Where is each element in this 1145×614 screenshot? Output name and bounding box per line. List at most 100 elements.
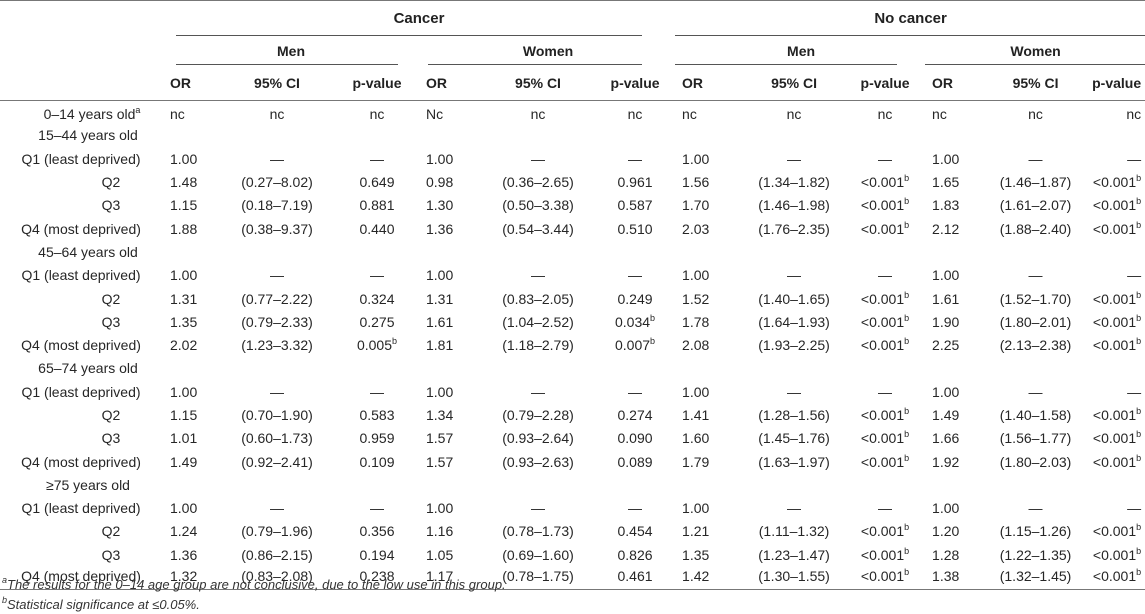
cell-pvalue: 0.826: [594, 543, 676, 566]
footnote-a: aThe results for the 0–14 age group are …: [2, 576, 506, 593]
group-underline-no-cancer: [675, 35, 1145, 36]
row-label: Q2: [0, 403, 162, 426]
cell-value: —: [531, 150, 545, 167]
cell-pvalue: 0.194: [334, 543, 420, 566]
age-group-row: 65–74 years old: [0, 357, 1145, 380]
cell-ci: —: [744, 147, 844, 170]
footnote-b: bStatistical significance at ≤0.05%.: [2, 596, 200, 613]
cell-or: 1.00: [926, 264, 984, 287]
cell-ci: [984, 240, 1087, 263]
footnote-mark: b: [1136, 429, 1142, 440]
cell-value: 1.79: [682, 453, 710, 470]
cell-value: 1.15: [170, 407, 198, 423]
sex-underline-cancer-women: [428, 64, 642, 65]
cell-ci: nc: [482, 101, 594, 124]
cell-pvalue: <0.001b: [844, 194, 926, 217]
cell-pvalue: 0.090: [594, 427, 676, 450]
cell-value: 1.15: [170, 197, 198, 214]
cell-pvalue: <0.001b: [1087, 194, 1145, 217]
cell-pvalue: <0.001b: [1087, 566, 1145, 591]
cell-pvalue: nc: [1087, 101, 1145, 124]
cell-value: nc: [627, 106, 643, 123]
cell-value: 1.21: [682, 523, 710, 540]
cell-value: —: [1127, 267, 1142, 284]
cell-value: 1.83: [932, 197, 960, 214]
cell-or: 2.12: [926, 217, 984, 240]
cell-pvalue: <0.001b: [844, 287, 926, 310]
sex-label: Men: [277, 43, 305, 59]
cell-ci: [984, 357, 1087, 380]
cell-pvalue: [594, 240, 676, 263]
cell-value: 1.70: [682, 197, 710, 214]
cell-value: nc: [170, 106, 185, 123]
row-label-text: ≥75 years old: [46, 476, 130, 493]
cell-value: (1.45–1.76): [758, 430, 830, 447]
cell-value: —: [1127, 500, 1142, 517]
sex-underline-nocancer-men: [675, 64, 897, 65]
cell-value: (0.93–2.63): [502, 453, 574, 470]
cell-value: nc: [1028, 106, 1043, 123]
sex-header-cancer-women: Women: [420, 37, 676, 66]
footnote-mark: b: [1136, 566, 1142, 577]
cell-ci: (0.27–8.02): [220, 170, 334, 193]
cell-or: [926, 357, 984, 380]
cell-pvalue: <0.001b: [844, 217, 926, 240]
cell-pvalue: <0.001b: [1087, 333, 1145, 356]
cell-value: —: [1127, 150, 1142, 167]
cell-pvalue: [594, 473, 676, 496]
cell-value: 1.00: [932, 267, 960, 284]
cell-ci: (0.79–1.96): [220, 520, 334, 543]
cell-or: 1.83: [926, 194, 984, 217]
cell-ci: (0.36–2.65): [482, 170, 594, 193]
footnote-mark: b: [1136, 312, 1142, 323]
cell-ci: —: [744, 380, 844, 403]
cell-value: (1.15–1.26): [999, 523, 1072, 540]
cell-or: nc: [676, 101, 744, 124]
cell-or: 2.02: [162, 333, 220, 356]
cell-or: 1.70: [676, 194, 744, 217]
cell-value: (1.40–1.65): [758, 290, 830, 307]
cell-value: 0.959: [359, 430, 395, 447]
row-label-text: Q2: [101, 407, 121, 423]
table-row: Q2 1.15 (0.70–1.90) 0.583 1.34 (0.79–2.28) 0.2…: [0, 403, 1145, 426]
table-row: Q3 1.35 (0.79–2.33) 0.275 1.61 (1.04–2.52) 0.0…: [0, 310, 1145, 333]
cell-or: 1.00: [676, 147, 744, 170]
table-row: Q4 (most deprived) 1.49 (0.92–2.41) 0.109 1.…: [0, 450, 1145, 473]
cell-value: 1.61: [426, 313, 454, 330]
cell-value: —: [370, 500, 384, 517]
col-or: OR: [162, 65, 220, 101]
footnote-mark: a: [135, 105, 141, 116]
cell-ci: nc: [220, 101, 334, 124]
cell-ci: [984, 124, 1087, 147]
cell-ci: (0.54–3.44): [482, 217, 594, 240]
cell-pvalue: <0.001b: [844, 520, 926, 543]
cell-value: 0.089: [617, 453, 653, 470]
cell-or: [676, 124, 744, 147]
cell-value: —: [628, 267, 643, 284]
table-row: Q2 1.48 (0.27–8.02) 0.649 0.98 (0.36–2.65) 0.9…: [0, 170, 1145, 193]
col-ci: 95% CI: [984, 65, 1088, 101]
cell-or: 2.25: [926, 333, 984, 356]
cell-or: 1.90: [926, 310, 984, 333]
cell-pvalue: <0.001b: [1087, 310, 1145, 333]
cell-value: <0.001: [1092, 337, 1137, 354]
col-pvalue: p-value: [334, 65, 420, 101]
footnote-mark: b: [904, 289, 910, 300]
header-blank: [0, 0, 162, 37]
cell-pvalue: 0.461: [594, 566, 677, 591]
cell-pvalue: nc: [334, 101, 420, 124]
footnote-mark: b: [1136, 336, 1142, 347]
cell-value: 1.00: [170, 500, 198, 517]
cell-value: (1.56–1.77): [999, 430, 1072, 447]
cell-value: 1.38: [932, 567, 960, 584]
cell-value: (1.80–2.01): [999, 313, 1072, 330]
cell-or: [676, 357, 744, 380]
cell-or: 1.49: [162, 450, 220, 473]
footnote-mark: b: [650, 312, 656, 323]
row-label-text: Q1 (least deprived): [21, 267, 141, 284]
cell-ci: nc: [744, 101, 844, 124]
cell-pvalue: 0.109: [334, 450, 420, 473]
cell-pvalue: [844, 240, 926, 263]
cell-ci: (1.23–1.47): [744, 543, 844, 566]
